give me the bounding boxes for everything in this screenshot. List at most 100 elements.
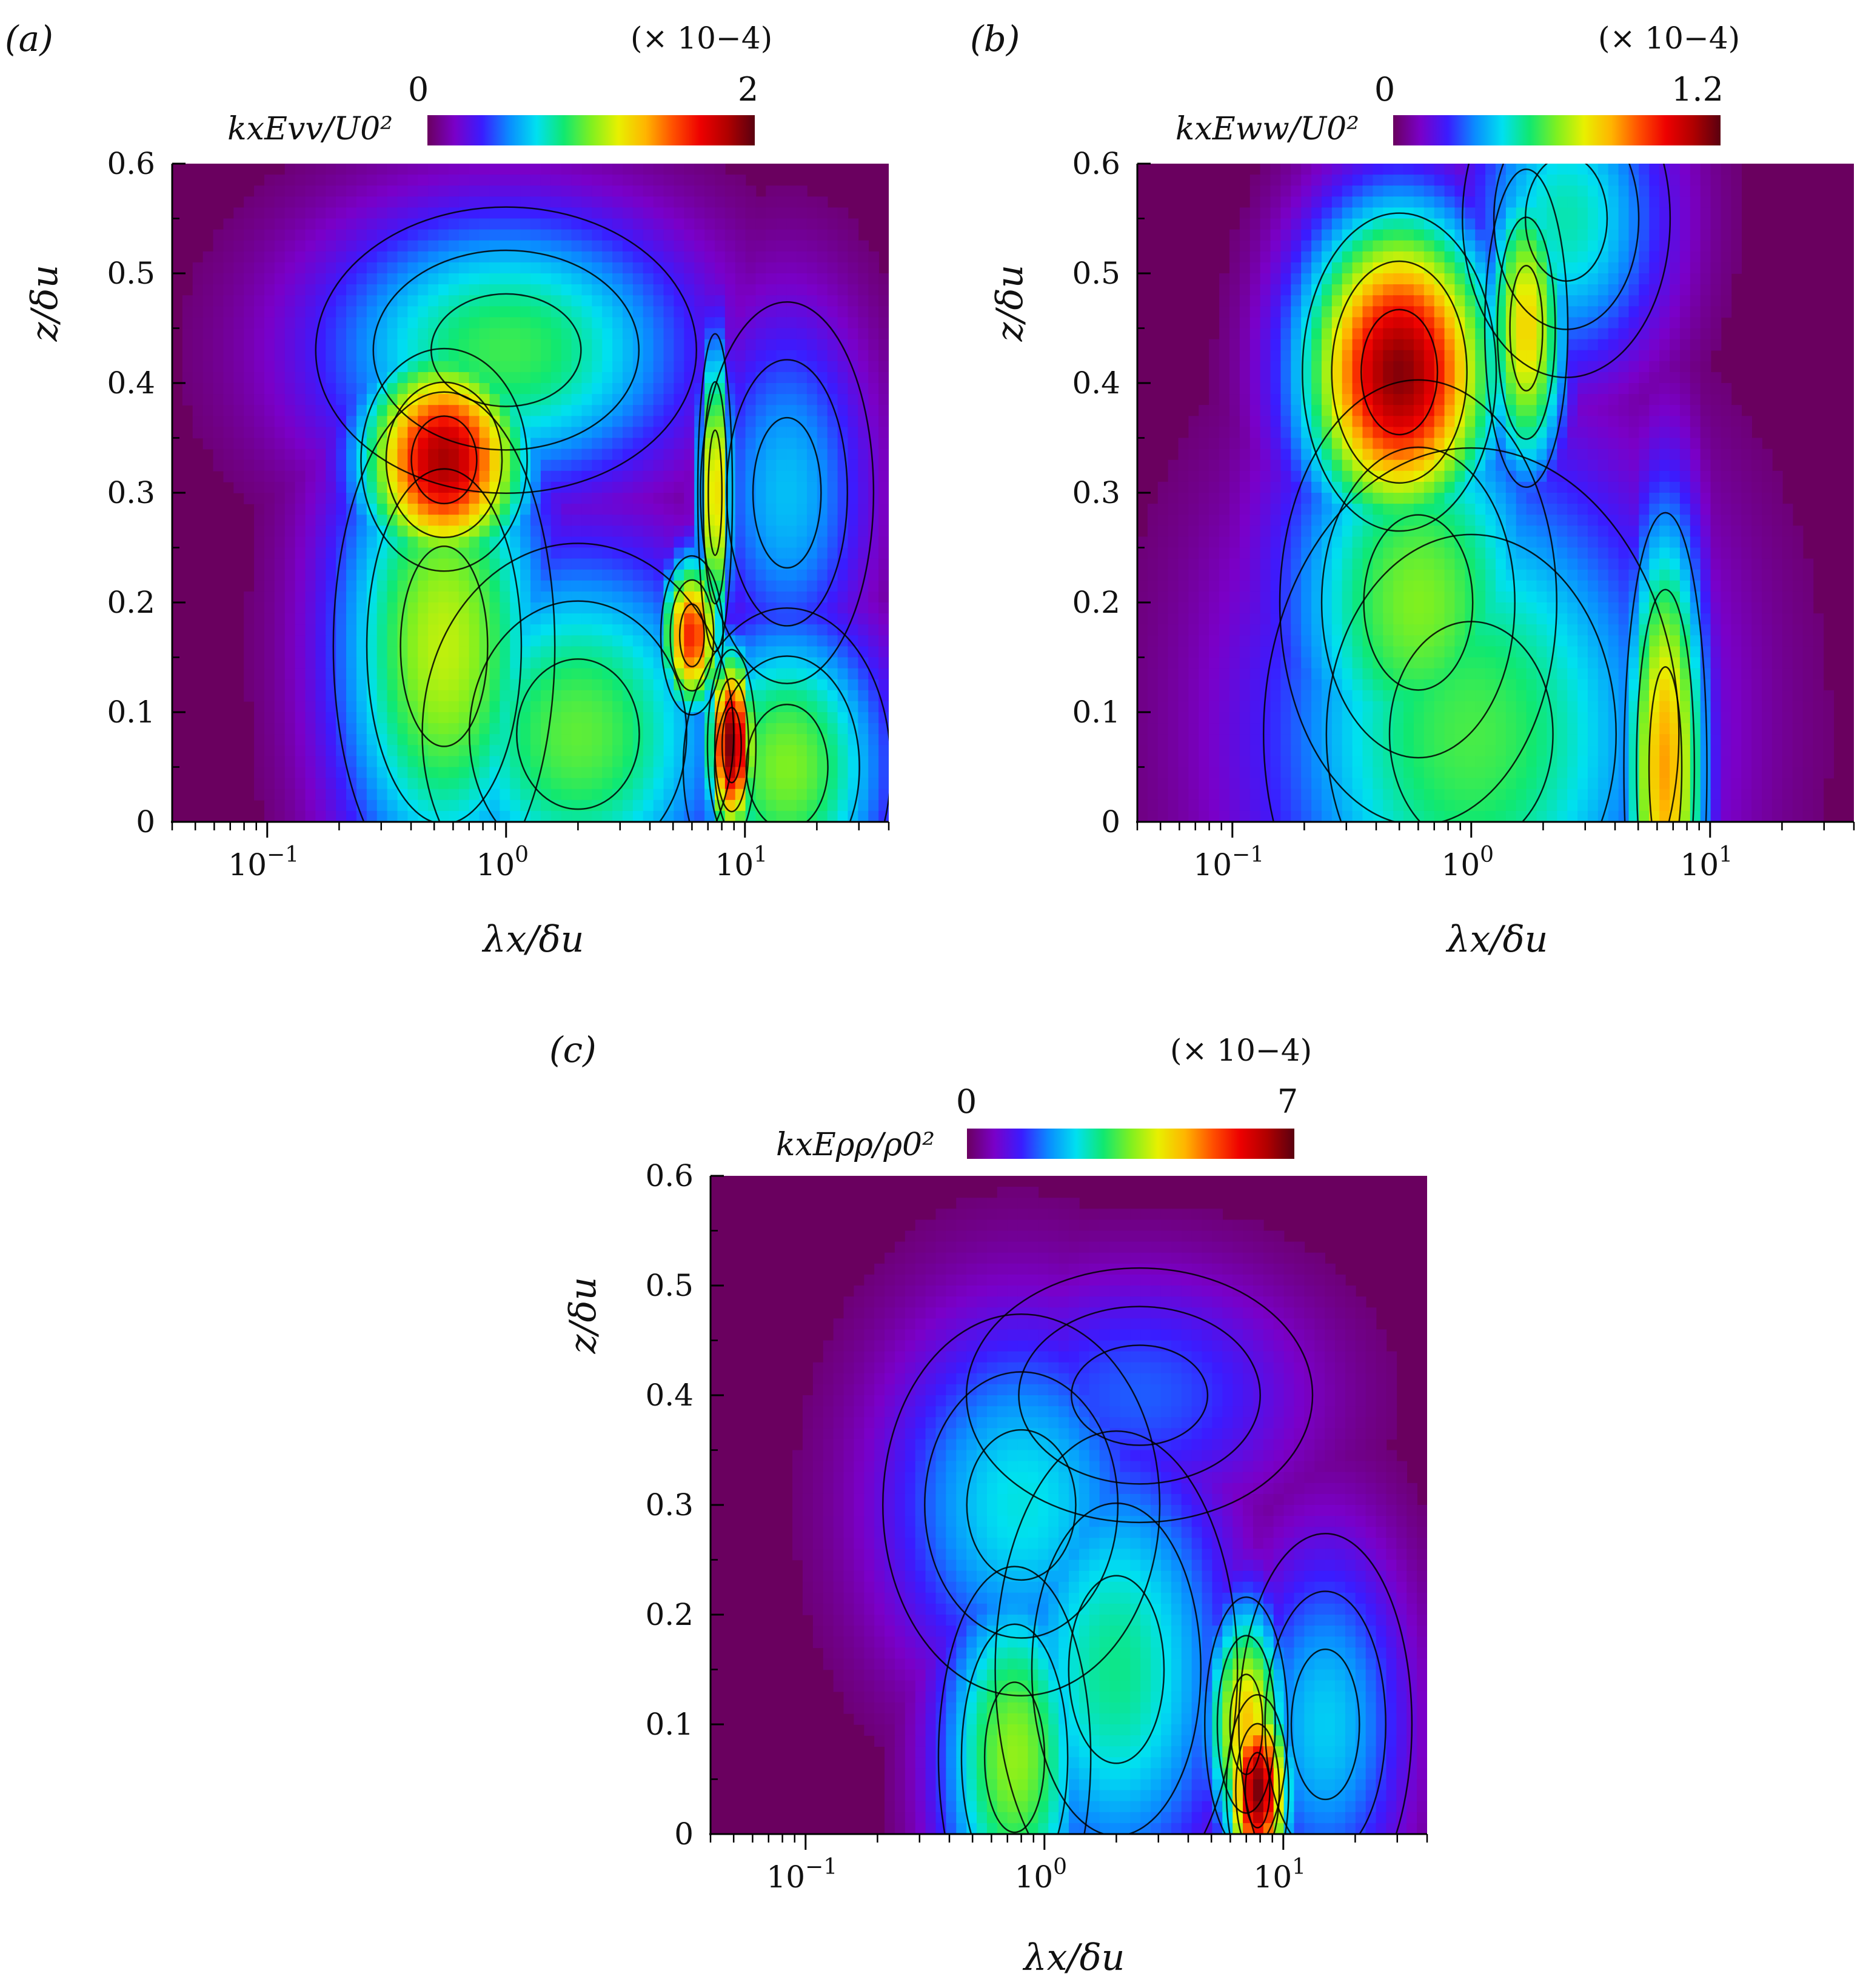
heatmap-cell [684,789,695,801]
heatmap-cell [632,591,644,603]
heatmap-cell [1557,262,1568,274]
heatmap-cell [366,229,378,241]
heatmap-cell [1249,350,1261,362]
heatmap-cell [1444,372,1456,384]
heatmap-cell [1485,361,1496,373]
heatmap-cell [376,350,388,362]
heatmap-cell [213,328,224,340]
heatmap-cell [356,229,367,241]
heatmap-cell [407,459,419,472]
heatmap-cell [407,767,419,779]
heatmap-cell [530,635,541,647]
heatmap-cell [868,525,879,538]
heatmap-cell [848,778,859,790]
heatmap-cell [233,372,244,384]
heatmap-cell [397,547,409,559]
heatmap-cell [520,284,531,296]
heatmap-cell [797,810,808,822]
heatmap-cell [806,547,818,559]
heatmap-cell [653,493,664,504]
heatmap-cell [438,536,449,549]
heatmap-cell [766,273,777,285]
heatmap-cell [581,164,593,175]
heatmap-cell [520,745,531,757]
heatmap-cell [438,756,449,768]
heatmap-cell [1260,262,1271,274]
heatmap-cell [1249,185,1261,198]
heatmap-cell [724,284,736,296]
heatmap-cell [797,525,808,538]
heatmap-cell [274,273,286,285]
heatmap-cell [602,449,613,461]
heatmap-cell [326,591,336,603]
heatmap-cell [643,778,654,790]
heatmap-cell [1270,328,1282,340]
heatmap-cell [458,438,470,450]
heatmap-cell [622,481,634,493]
heatmap-cell [458,591,470,603]
heatmap-cell [274,504,286,515]
heatmap-cell [848,383,859,395]
heatmap-cell [571,175,583,186]
heatmap-cell [745,515,757,527]
heatmap-cell [336,635,347,647]
heatmap-cell [387,701,398,713]
heatmap-cell [550,712,562,724]
heatmap-cell [550,306,562,318]
heatmap-cell [1342,328,1353,340]
heatmap-cell [868,547,879,559]
heatmap-cell [1597,295,1609,307]
panel-a: (a) (× 10−4) 0 2 kxEvv/U0² 00.10.20.30.4… [5,18,890,961]
heatmap-cell [704,756,715,768]
heatmap-cell [489,229,501,241]
heatmap-cell [663,591,675,603]
heatmap-cell [806,504,818,515]
heatmap-cell [397,262,409,274]
heatmap-cell [1311,251,1322,263]
heatmap-cell [602,525,613,538]
heatmap-cell [1209,339,1220,351]
heatmap-cell [520,701,531,713]
heatmap-cell [663,405,675,417]
heatmap-cell [295,668,306,680]
heatmap-cell [1291,383,1302,395]
heatmap-cell [274,635,286,647]
heatmap-cell [315,712,327,724]
heatmap-cell [233,317,244,329]
heatmap-cell [428,745,439,757]
heatmap-cell [540,427,552,439]
heatmap-cell [1393,251,1404,263]
heatmap-cell [387,240,398,252]
heatmap-cell [776,701,787,713]
heatmap-cell [397,470,409,482]
heatmap-cell [489,580,501,592]
heatmap-cell [1229,229,1240,241]
heatmap-cell [1260,240,1271,252]
heatmap-cell [663,723,675,735]
heatmap-cell [1567,361,1578,373]
heatmap-cell [1628,218,1640,230]
heatmap-cell [223,229,235,241]
heatmap-cell [848,339,859,351]
heatmap-cell [653,580,664,592]
heatmap-cell [1423,317,1435,329]
heatmap-cell [878,810,889,822]
heatmap-cell [1454,284,1466,296]
heatmap-cell [305,657,316,669]
heatmap-cell [1249,196,1261,208]
heatmap-cell [1321,218,1333,230]
heatmap-cell [469,799,480,812]
heatmap-cell [704,372,715,384]
heatmap-cell [745,427,757,439]
heatmap-cell [550,339,562,351]
heatmap-cell [1690,295,1701,307]
heatmap-cell [418,328,429,340]
heatmap-cell [315,789,327,801]
heatmap-cell [489,734,501,746]
heatmap-cell [684,756,695,768]
heatmap-cell [1383,240,1394,252]
heatmap-cell [438,602,449,614]
heatmap-cell [458,789,470,801]
heatmap-cell [561,778,572,790]
heatmap-cell [520,668,531,680]
